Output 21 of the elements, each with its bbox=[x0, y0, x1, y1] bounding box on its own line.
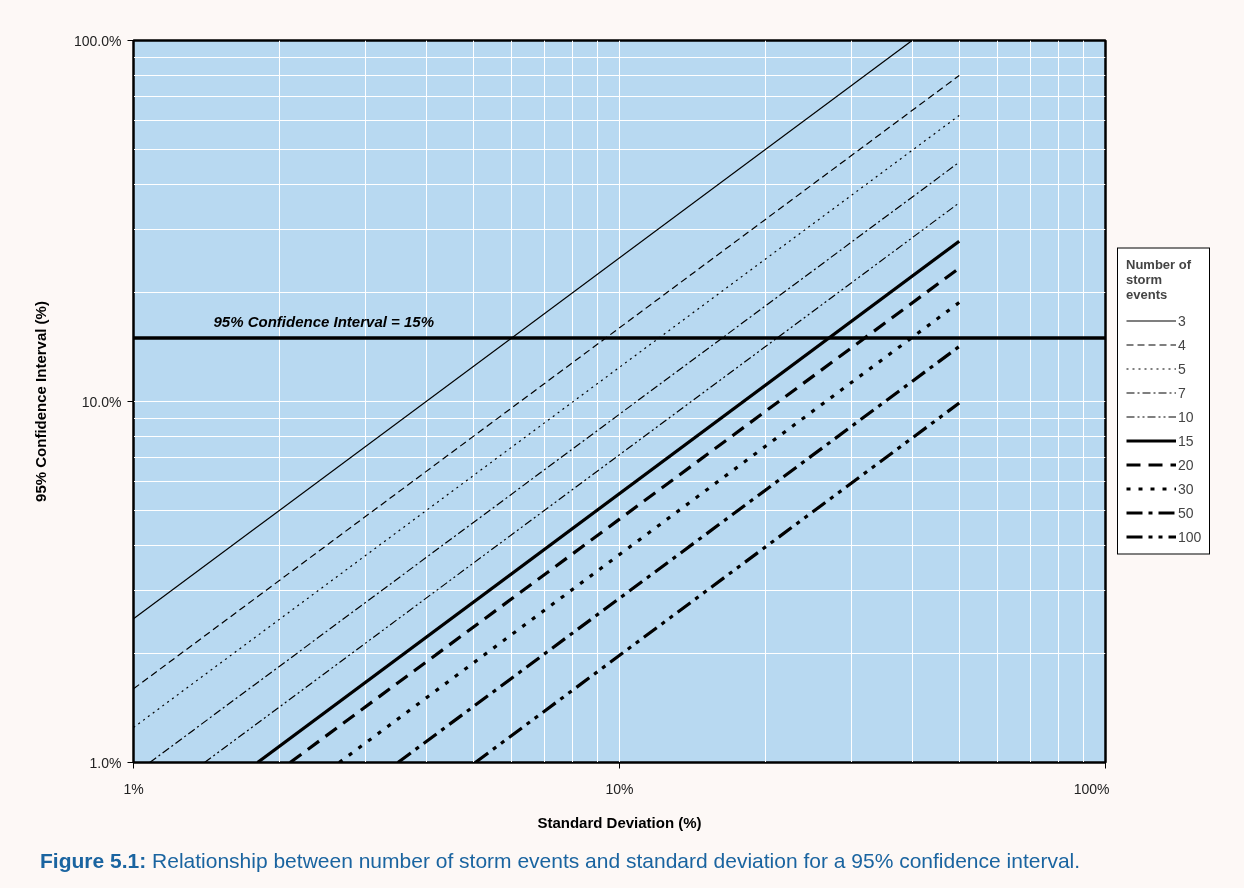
legend-label: 20 bbox=[1178, 455, 1195, 474]
caption: Figure 5.1: Relationship between number of storm events and standard deviation for a 95% confidence interval. bbox=[39, 848, 1081, 874]
legend-label: 10 bbox=[1178, 407, 1195, 426]
legend-label: 50 bbox=[1178, 503, 1195, 522]
x-tick-label: 1% bbox=[123, 780, 144, 797]
legend-label: 15 bbox=[1178, 431, 1195, 450]
legend-title: Number of storm events bbox=[1126, 256, 1192, 302]
legend-label: 30 bbox=[1178, 479, 1195, 498]
legend-label: 5 bbox=[1178, 359, 1187, 378]
legend-label: 7 bbox=[1178, 383, 1187, 402]
legend-label: 3 bbox=[1178, 311, 1187, 330]
y-tick-label: 100.0% bbox=[74, 32, 122, 49]
x-tick-label: 100% bbox=[1073, 780, 1110, 797]
legend-label: 4 bbox=[1178, 335, 1187, 354]
y-tick-label: 1.0% bbox=[89, 754, 122, 771]
x-tick-label: 10% bbox=[605, 780, 634, 797]
y-tick-label: 10.0% bbox=[81, 393, 122, 410]
x-axis-title: Standard Deviation (%) bbox=[537, 813, 702, 831]
y-axis-title: 95% Confidence Interval (%) bbox=[32, 301, 50, 502]
ref-line-label: 95% Confidence Interval = 15% bbox=[213, 312, 435, 330]
legend-label: 100 bbox=[1178, 527, 1202, 546]
